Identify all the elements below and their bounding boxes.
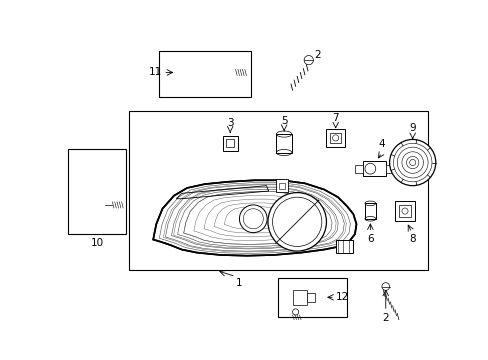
Text: 4: 4	[378, 139, 385, 149]
Bar	[176, 65, 193, 80]
Text: 9: 9	[408, 123, 415, 133]
Bar	[293, 289, 306, 305]
Text: 10: 10	[90, 238, 103, 248]
Bar	[364, 203, 375, 219]
Bar	[398, 205, 410, 217]
Bar	[128, 111, 427, 270]
Bar	[385, 165, 393, 172]
Polygon shape	[153, 180, 356, 256]
Text: 12: 12	[335, 292, 348, 302]
Bar	[158, 51, 250, 97]
Bar	[178, 59, 189, 66]
Bar	[329, 132, 341, 143]
Bar	[394, 201, 414, 221]
Text: 7: 7	[332, 113, 338, 122]
Bar	[335, 239, 352, 253]
Bar	[222, 136, 238, 151]
Bar	[68, 149, 126, 234]
Text: 8: 8	[408, 234, 415, 244]
Circle shape	[239, 205, 266, 233]
Text: 3: 3	[226, 118, 233, 128]
Bar	[180, 60, 187, 65]
Text: 6: 6	[366, 234, 373, 244]
Circle shape	[389, 139, 435, 186]
Bar	[306, 293, 314, 302]
Text: 1: 1	[236, 278, 242, 288]
Bar	[362, 161, 385, 176]
Bar	[326, 129, 344, 147]
Bar	[193, 68, 202, 77]
Text: 2: 2	[314, 50, 321, 60]
Circle shape	[267, 193, 326, 251]
Bar	[278, 183, 285, 189]
Bar	[277, 278, 346, 316]
Bar	[275, 180, 287, 192]
Bar	[354, 165, 362, 172]
Text: 11: 11	[149, 67, 162, 77]
Text: 5: 5	[280, 116, 287, 126]
Bar	[226, 139, 234, 147]
Bar	[276, 134, 291, 153]
Text: 2: 2	[382, 313, 388, 323]
